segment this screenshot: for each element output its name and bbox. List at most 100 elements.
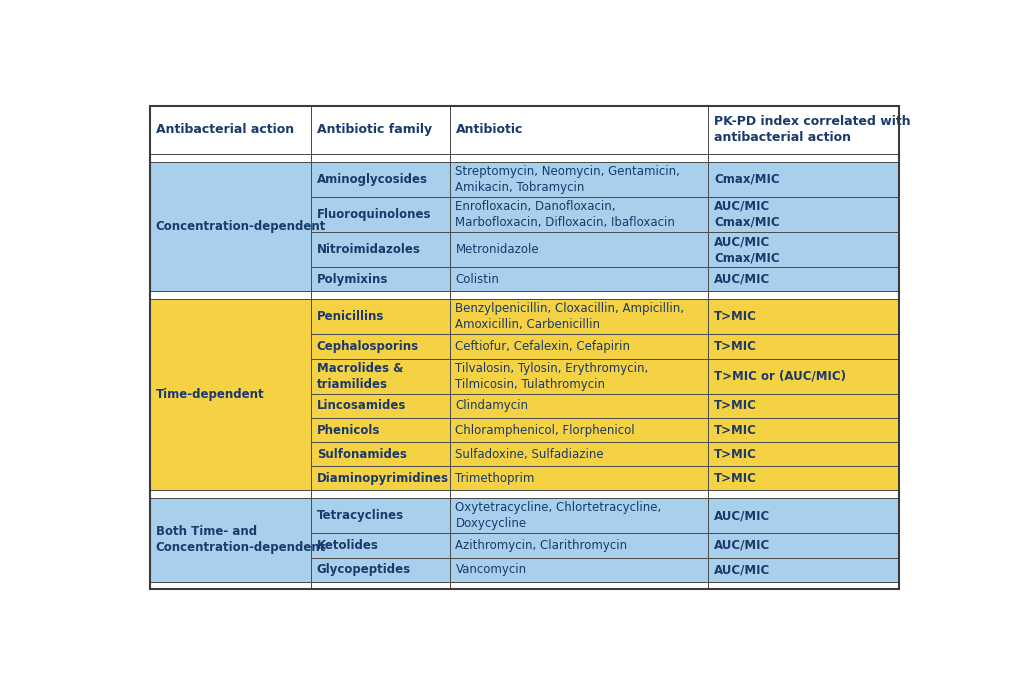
Text: PK-PD index correlated with
antibacterial action: PK-PD index correlated with antibacteria… xyxy=(714,115,910,144)
Text: Both Time- and
Concentration-dependent: Both Time- and Concentration-dependent xyxy=(156,525,327,555)
Bar xyxy=(450,533,709,557)
Bar xyxy=(450,498,709,533)
Bar xyxy=(450,359,709,393)
Bar xyxy=(311,418,450,442)
Bar xyxy=(709,292,899,299)
Bar xyxy=(151,162,311,292)
Bar xyxy=(709,582,899,589)
Bar xyxy=(311,498,450,533)
Bar xyxy=(311,335,450,359)
Bar xyxy=(311,197,450,232)
Bar xyxy=(450,106,709,154)
Bar xyxy=(709,106,899,154)
Text: T>MIC: T>MIC xyxy=(714,423,757,436)
Bar xyxy=(709,498,899,533)
Bar xyxy=(311,393,450,418)
Bar xyxy=(709,557,899,582)
Text: Streptomycin, Neomycin, Gentamicin,
Amikacin, Tobramycin: Streptomycin, Neomycin, Gentamicin, Amik… xyxy=(456,165,680,194)
Bar xyxy=(709,466,899,490)
Text: AUC/MIC: AUC/MIC xyxy=(714,539,770,552)
Text: AUC/MIC
Cmax/MIC: AUC/MIC Cmax/MIC xyxy=(714,200,779,229)
Text: Benzylpenicillin, Cloxacillin, Ampicillin,
Amoxicillin, Carbenicillin: Benzylpenicillin, Cloxacillin, Ampicilli… xyxy=(456,303,684,331)
Bar xyxy=(151,299,311,490)
Bar xyxy=(311,490,450,498)
Bar xyxy=(311,267,450,292)
Bar xyxy=(709,154,899,162)
Text: Colistin: Colistin xyxy=(456,273,500,286)
Text: AUC/MIC: AUC/MIC xyxy=(714,510,770,522)
Text: T>MIC: T>MIC xyxy=(714,310,757,323)
Bar xyxy=(450,490,709,498)
Bar xyxy=(311,162,450,197)
Bar xyxy=(450,418,709,442)
Text: T>MIC: T>MIC xyxy=(714,448,757,461)
Bar xyxy=(311,533,450,557)
Bar xyxy=(450,299,709,335)
Text: Sulfadoxine, Sulfadiazine: Sulfadoxine, Sulfadiazine xyxy=(456,448,604,461)
Bar xyxy=(709,533,899,557)
Text: Antibacterial action: Antibacterial action xyxy=(156,124,294,137)
Text: Cmax/MIC: Cmax/MIC xyxy=(714,173,779,186)
Bar xyxy=(450,393,709,418)
Text: Penicillins: Penicillins xyxy=(316,310,384,323)
Bar xyxy=(151,498,311,582)
Bar xyxy=(709,359,899,393)
Text: Oxytetracycline, Chlortetracycline,
Doxycycline: Oxytetracycline, Chlortetracycline, Doxy… xyxy=(456,501,662,530)
Text: T>MIC or (AUC/MIC): T>MIC or (AUC/MIC) xyxy=(714,370,846,382)
Bar xyxy=(450,267,709,292)
Text: Glycopeptides: Glycopeptides xyxy=(316,563,411,576)
Text: Sulfonamides: Sulfonamides xyxy=(316,448,407,461)
Bar xyxy=(311,232,450,267)
Bar xyxy=(709,442,899,466)
Bar xyxy=(311,557,450,582)
Text: Enrofloxacin, Danofloxacin,
Marbofloxacin, Difloxacin, Ibafloxacin: Enrofloxacin, Danofloxacin, Marbofloxaci… xyxy=(456,200,675,229)
Bar xyxy=(450,582,709,589)
Text: Metronidazole: Metronidazole xyxy=(456,243,539,256)
Bar xyxy=(311,359,450,393)
Bar xyxy=(311,442,450,466)
Bar xyxy=(450,557,709,582)
Text: Ketolides: Ketolides xyxy=(316,539,379,552)
Bar xyxy=(709,418,899,442)
Bar xyxy=(709,232,899,267)
Text: Lincosamides: Lincosamides xyxy=(316,400,407,413)
Bar xyxy=(709,299,899,335)
Text: Time-dependent: Time-dependent xyxy=(156,389,264,402)
Bar xyxy=(311,582,450,589)
Text: Trimethoprim: Trimethoprim xyxy=(456,472,535,485)
Text: T>MIC: T>MIC xyxy=(714,400,757,413)
Bar xyxy=(151,106,311,154)
Bar xyxy=(450,232,709,267)
Bar xyxy=(450,442,709,466)
Text: Tetracyclines: Tetracyclines xyxy=(316,510,404,522)
Bar xyxy=(709,267,899,292)
Bar xyxy=(151,154,311,162)
Text: Diaminopyrimidines: Diaminopyrimidines xyxy=(316,472,449,485)
Bar xyxy=(311,299,450,335)
Text: Vancomycin: Vancomycin xyxy=(456,563,526,576)
Text: Polymixins: Polymixins xyxy=(316,273,388,286)
Bar xyxy=(311,292,450,299)
Text: Nitroimidazoles: Nitroimidazoles xyxy=(316,243,421,256)
Text: Ceftiofur, Cefalexin, Cefapirin: Ceftiofur, Cefalexin, Cefapirin xyxy=(456,340,631,353)
Text: Fluoroquinolones: Fluoroquinolones xyxy=(316,208,431,221)
Text: Phenicols: Phenicols xyxy=(316,423,380,436)
Bar xyxy=(450,162,709,197)
Text: Aminoglycosides: Aminoglycosides xyxy=(316,173,428,186)
Bar xyxy=(450,335,709,359)
Text: Clindamycin: Clindamycin xyxy=(456,400,528,413)
Bar xyxy=(151,490,311,498)
Bar xyxy=(450,292,709,299)
Bar xyxy=(709,490,899,498)
Bar xyxy=(311,466,450,490)
Bar xyxy=(151,292,311,299)
Text: Concentration-dependent: Concentration-dependent xyxy=(156,220,327,233)
Bar xyxy=(311,106,450,154)
Text: Antibiotic: Antibiotic xyxy=(456,124,523,137)
Text: AUC/MIC
Cmax/MIC: AUC/MIC Cmax/MIC xyxy=(714,235,779,264)
Text: Azithromycin, Clarithromycin: Azithromycin, Clarithromycin xyxy=(456,539,628,552)
Text: Antibiotic family: Antibiotic family xyxy=(316,124,432,137)
Bar xyxy=(450,197,709,232)
Text: Macrolides &
triamilides: Macrolides & triamilides xyxy=(316,361,403,391)
Text: T>MIC: T>MIC xyxy=(714,340,757,353)
